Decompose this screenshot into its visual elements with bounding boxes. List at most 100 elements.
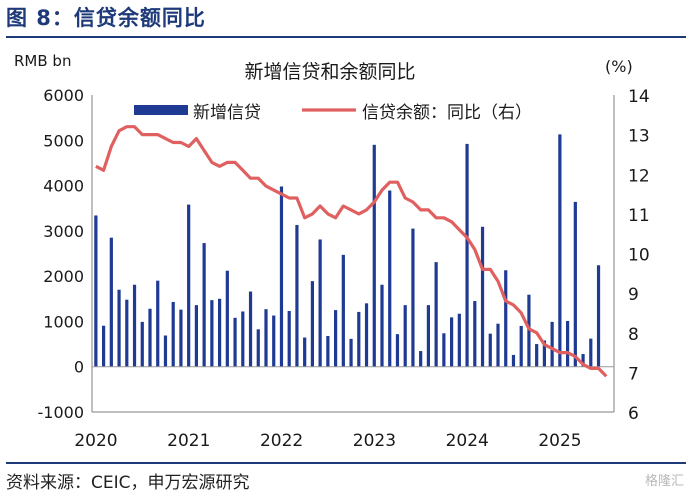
title-rule [6, 36, 686, 38]
bar-25 [287, 311, 291, 367]
bar-59 [550, 321, 554, 367]
bar-65 [596, 265, 601, 367]
x-tick-label: 2025 [538, 431, 581, 451]
x-tick-label: 2023 [353, 431, 396, 451]
bar-6 [140, 321, 144, 367]
bar-41 [411, 228, 415, 367]
bar-55 [519, 325, 523, 367]
bar-37 [380, 284, 384, 367]
bar-12 [187, 204, 191, 367]
bar-45 [442, 333, 446, 367]
bar-58 [542, 340, 546, 367]
bar-24 [279, 186, 284, 367]
bar-18 [233, 317, 237, 367]
bar-38 [388, 190, 392, 367]
bar-61 [566, 320, 570, 367]
right-tick-label: 9 [628, 285, 639, 305]
right-tick-label: 14 [628, 87, 650, 107]
bar-33 [349, 338, 353, 367]
bar-56 [527, 294, 531, 367]
left-tick-label: 2000 [43, 267, 84, 286]
bar-14 [202, 243, 206, 367]
bar-8 [156, 280, 160, 367]
right-tick-label: 8 [628, 325, 639, 345]
bar-60 [558, 134, 562, 367]
watermark: 格隆汇 [644, 474, 684, 489]
left-tick-label: 4000 [43, 177, 84, 196]
right-axis-unit: (%) [605, 57, 633, 76]
bar-54 [511, 354, 516, 367]
left-tick-label: 1000 [43, 312, 84, 331]
left-axis-unit: RMB bn [14, 52, 71, 70]
bar-0 [94, 215, 98, 367]
bar-15 [210, 300, 214, 367]
bar-16 [218, 298, 222, 367]
bar-19 [241, 311, 245, 367]
bar-3 [117, 289, 121, 367]
bar-44 [434, 262, 438, 367]
bar-32 [341, 254, 345, 367]
bar-22 [264, 309, 268, 367]
tick-labels: -1000 0 1000 2000 3000 4000 5000 6000 6 7 8 9 10 11 12… [38, 86, 650, 451]
legend: 新增信贷 信贷余额：同比（右） [134, 103, 532, 123]
bar-26 [295, 224, 299, 367]
bar-27 [303, 337, 307, 367]
bar-53 [504, 270, 508, 367]
bar-21 [256, 329, 260, 367]
bar-7 [148, 308, 152, 367]
legend-bar-label: 新增信贷 [193, 103, 261, 123]
left-tick-label: 3000 [43, 222, 84, 241]
right-tick-label: 7 [628, 364, 639, 384]
bar-11 [179, 309, 183, 367]
bar-43 [426, 305, 430, 367]
bar-64 [589, 338, 593, 367]
right-tick-label: 13 [628, 127, 650, 147]
bar-57 [535, 344, 539, 367]
bar-series-new-loans [94, 134, 601, 367]
bar-35 [364, 303, 369, 367]
bar-9 [163, 335, 168, 367]
bar-48 [465, 143, 469, 367]
legend-bar-swatch [134, 105, 188, 115]
right-tick-label: 11 [628, 206, 650, 226]
bar-34 [357, 311, 361, 367]
line-series-loan-yoy [95, 125, 608, 378]
bar-31 [334, 310, 338, 367]
axes [91, 95, 615, 413]
bar-13 [194, 305, 198, 367]
bar-5 [132, 284, 137, 367]
x-tick-label: 2021 [167, 431, 210, 451]
chart-title: 新增信贷和余额同比 [244, 61, 415, 83]
left-tick-label: 5000 [43, 131, 84, 150]
x-tick-label: 2020 [74, 431, 117, 451]
legend-line-label: 信贷余额：同比（右） [362, 103, 532, 123]
right-tick-label: 12 [628, 166, 650, 186]
bar-29 [318, 239, 322, 367]
bar-51 [488, 333, 492, 367]
bar-50 [480, 226, 485, 367]
bar-30 [326, 335, 330, 367]
left-tick-label: -1000 [38, 403, 85, 422]
bar-10 [171, 301, 175, 367]
source-rule [6, 462, 686, 464]
source-note: 资料来源：CEIC，申万宏源研究 [6, 473, 250, 493]
bar-42 [419, 351, 423, 367]
bar-4 [125, 299, 129, 367]
bar-23 [272, 315, 276, 367]
right-tick-label: 6 [628, 404, 639, 424]
bar-2 [109, 237, 113, 367]
figure-title: 图 8：信贷余额同比 [6, 6, 206, 30]
right-tick-label: 10 [628, 246, 650, 266]
bar-39 [395, 334, 400, 367]
bar-36 [372, 144, 376, 367]
bar-46 [450, 317, 454, 367]
bar-28 [310, 281, 314, 367]
left-tick-label: 6000 [43, 86, 84, 105]
bar-17 [225, 270, 229, 367]
bar-62 [573, 201, 577, 367]
left-tick-label: 0 [74, 358, 84, 377]
bar-63 [581, 354, 585, 367]
bar-20 [248, 291, 253, 367]
bar-1 [102, 325, 106, 367]
